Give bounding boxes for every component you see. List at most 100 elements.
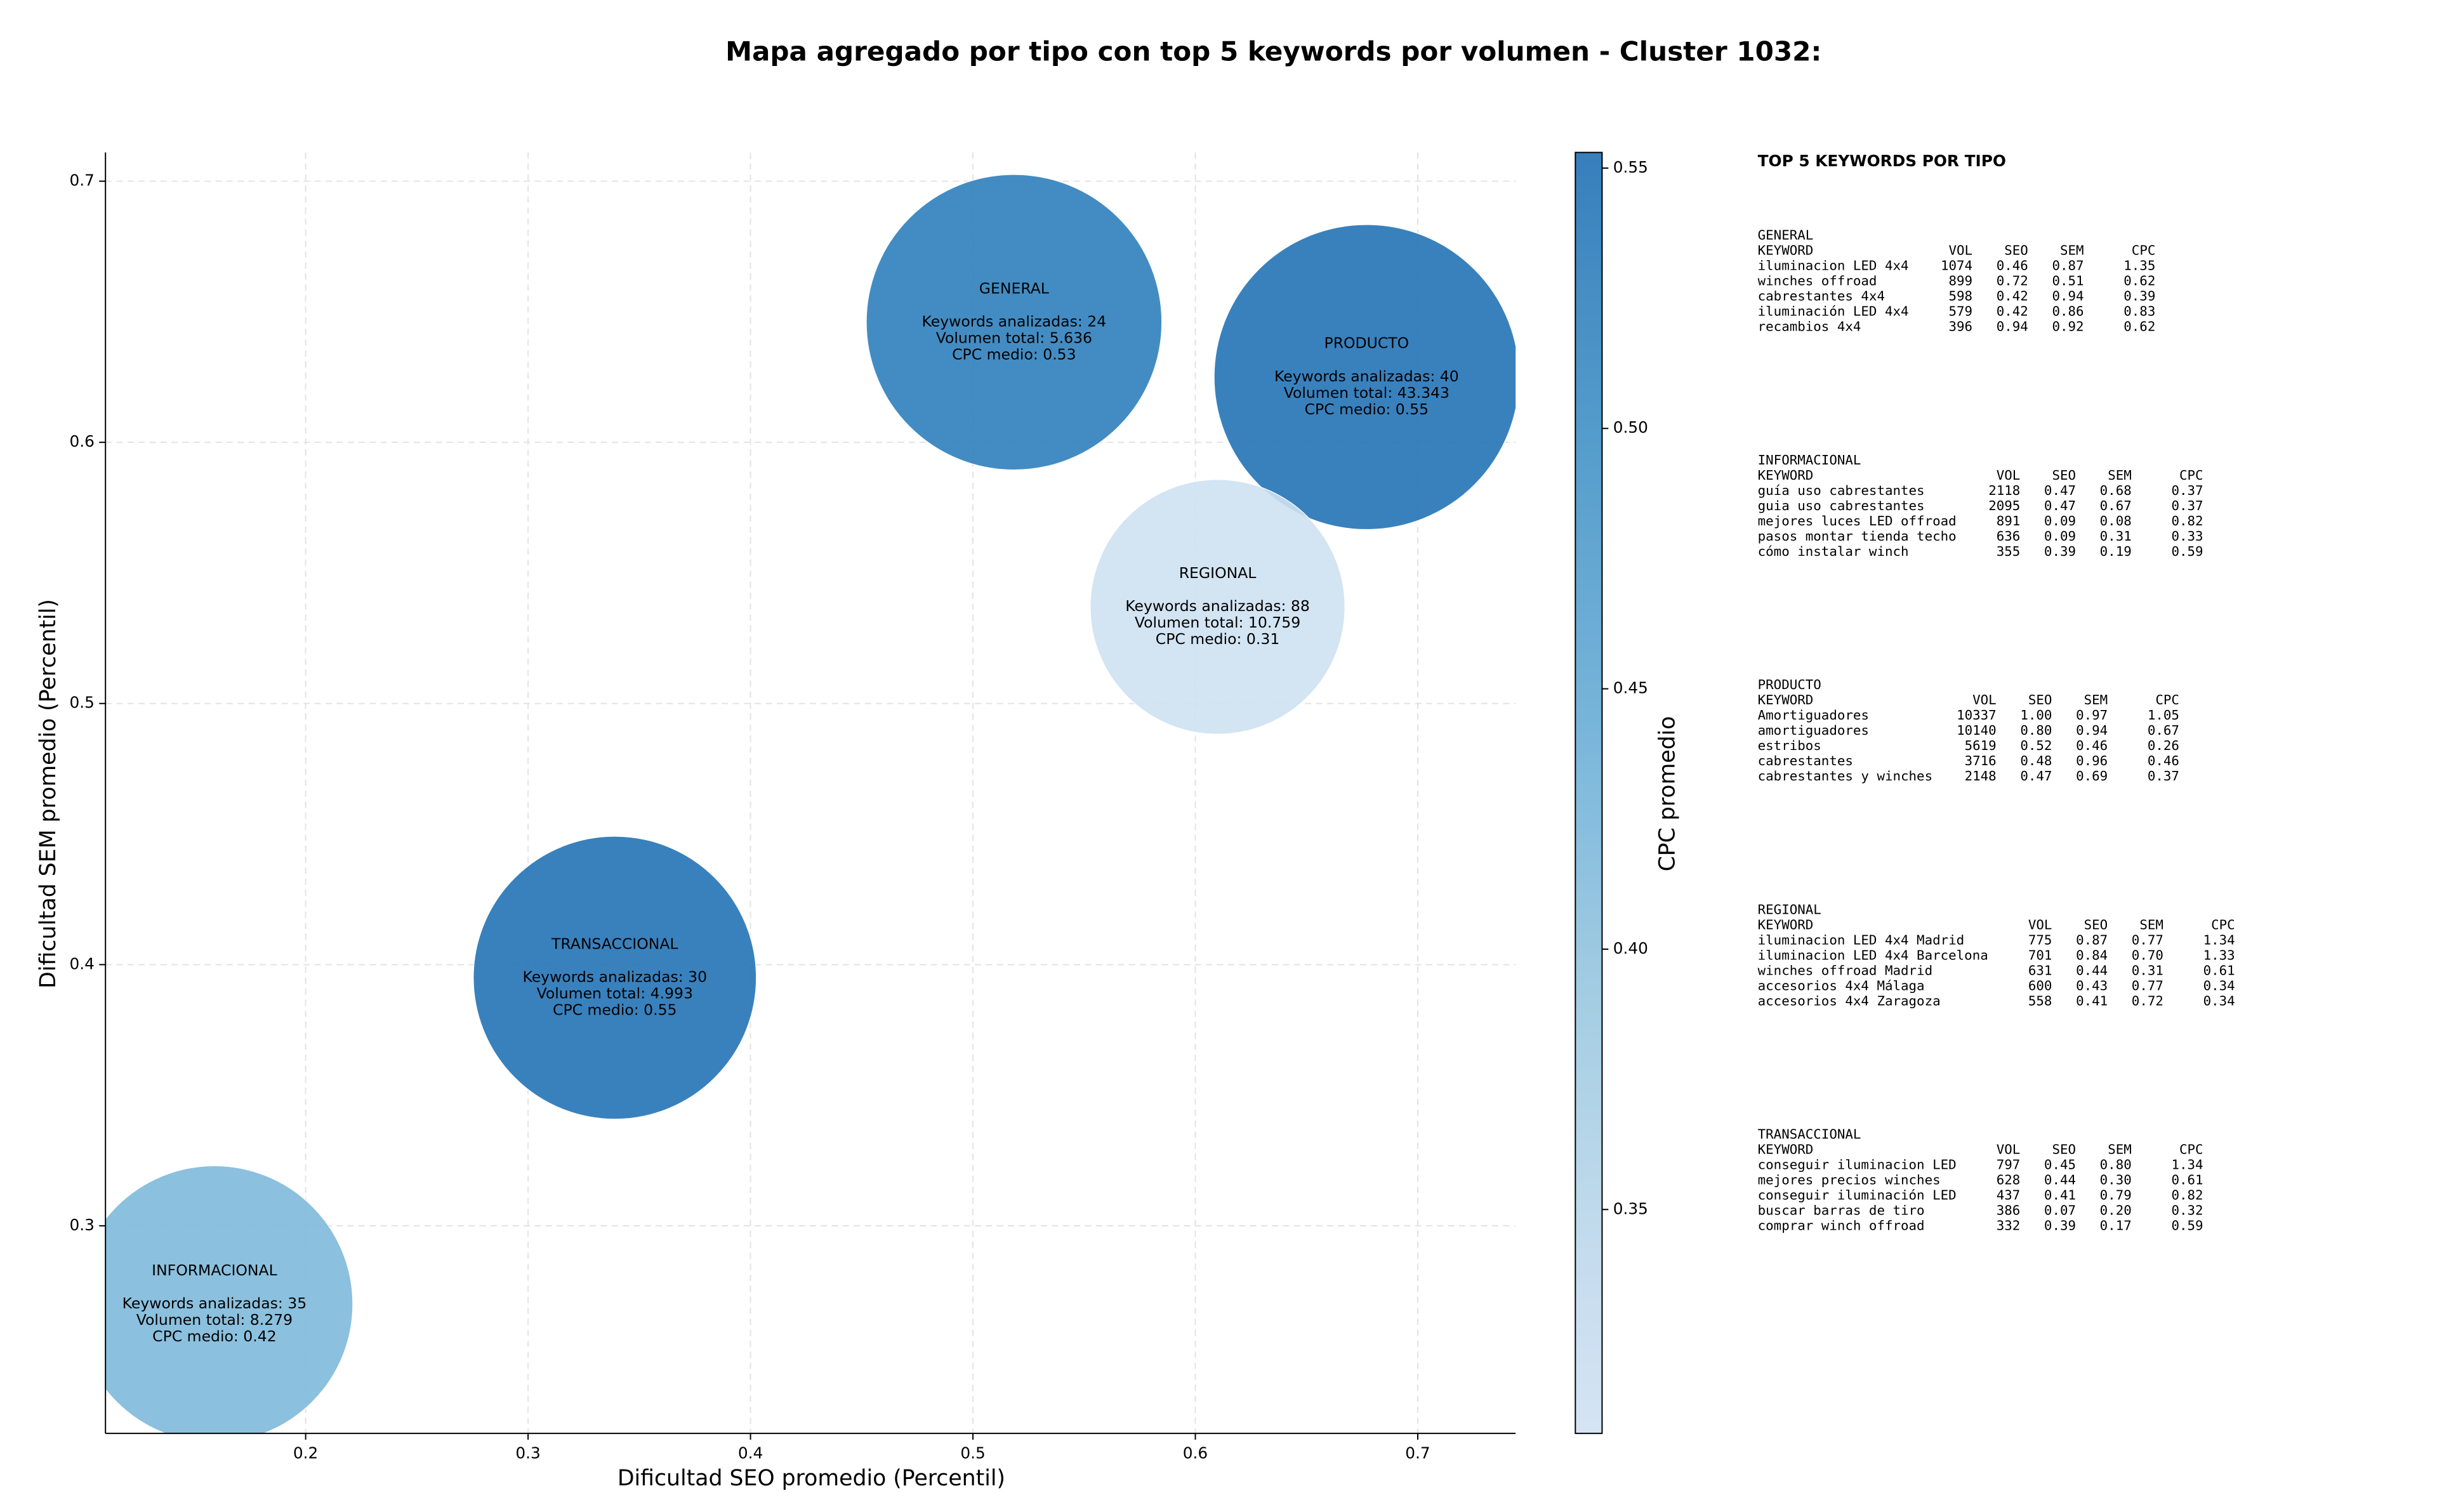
- panel-column-header: VOL: [1997, 1142, 2021, 1157]
- panel-cell: 579: [1949, 304, 1973, 319]
- bubble-label: REGIONAL: [1179, 564, 1257, 582]
- panel-column-header: KEYWORD: [1758, 1142, 1814, 1157]
- panel-cell: 0.94: [2052, 289, 2084, 304]
- panel-cell: 0.33: [2171, 529, 2203, 544]
- panel-cell: 0.96: [2076, 753, 2108, 768]
- panel-cell: 0.32: [2171, 1203, 2203, 1218]
- panel-cell: 0.46: [2148, 753, 2179, 768]
- x-tick-label: 0.5: [960, 1443, 985, 1462]
- panel-cell: 0.31: [2132, 963, 2163, 978]
- bubble-label: Keywords analizadas: 24: [922, 312, 1107, 330]
- panel-cell: 0.87: [2052, 258, 2084, 273]
- panel-cell: 775: [2028, 932, 2052, 947]
- panel-cell: 0.77: [2132, 978, 2163, 993]
- panel-cell: 0.67: [2148, 723, 2179, 738]
- panel-cell: 628: [1997, 1173, 2021, 1188]
- panel-cell: 3716: [1965, 753, 1997, 768]
- panel-cell: pasos montar tienda techo: [1758, 529, 1957, 544]
- chart-title: Mapa agregado por tipo con top 5 keyword…: [725, 36, 1821, 67]
- colorbar-tick-label: 0.55: [1613, 158, 1648, 176]
- panel-cell: 0.72: [2132, 993, 2163, 1008]
- panel-column-header: CPC: [2155, 692, 2179, 707]
- panel-cell: 0.82: [2171, 513, 2203, 529]
- panel-column-header: KEYWORD: [1758, 692, 1814, 707]
- y-tick-label: 0.4: [69, 954, 94, 973]
- panel-cell: 0.69: [2076, 768, 2108, 784]
- panel-cell: guia uso cabrestantes: [1758, 498, 1925, 513]
- panel-cell: 0.20: [2100, 1203, 2132, 1218]
- panel-cell: mejores luces LED offroad: [1758, 513, 1957, 529]
- panel-column-header: CPC: [2211, 917, 2235, 932]
- bubble: [473, 836, 757, 1120]
- y-axis-label: Dificultad SEM promedio (Percentil): [36, 599, 61, 989]
- panel-cell: winches offroad: [1758, 273, 1877, 289]
- panel-column-header: SEM: [2108, 1142, 2132, 1157]
- panel-cell: 0.80: [2020, 723, 2052, 738]
- panel-cell: 0.48: [2020, 753, 2052, 768]
- panel-cell: 0.62: [2123, 319, 2155, 334]
- colorbar: [1575, 152, 1603, 1435]
- panel-group-name: GENERAL: [1758, 228, 1814, 243]
- bubble-label: Volumen total: 5.636: [936, 329, 1092, 346]
- bubble-label: Volumen total: 8.279: [136, 1311, 293, 1329]
- panel-column-header: KEYWORD: [1758, 243, 1814, 258]
- panel-column-header: VOL: [2028, 917, 2052, 932]
- panel-column-header: SEM: [2084, 692, 2108, 707]
- panel-cell: 797: [1997, 1157, 2021, 1173]
- bubble: [1090, 479, 1345, 735]
- colorbar-tick-label: 0.45: [1613, 679, 1648, 697]
- panel-cell: 0.70: [2132, 947, 2163, 963]
- panel-cell: 0.61: [2203, 963, 2235, 978]
- panel-cell: iluminacion LED 4x4 Madrid: [1758, 932, 1965, 947]
- panel-cell: conseguir iluminacion LED: [1758, 1157, 1957, 1173]
- panel-cell: 0.46: [1997, 258, 2028, 273]
- panel-cell: accesorios 4x4 Málaga: [1758, 978, 1925, 993]
- panel-cell: 0.39: [2044, 544, 2076, 559]
- panel-column-header: KEYWORD: [1758, 468, 1814, 483]
- panel-cell: 0.31: [2100, 529, 2132, 544]
- panel-cell: 0.72: [1997, 273, 2028, 289]
- panel-cell: cómo instalar winch: [1758, 544, 1909, 559]
- bubble-label: CPC medio: 0.53: [952, 345, 1076, 363]
- panel-cell: 0.92: [2052, 319, 2084, 334]
- panel-cell: 0.45: [2044, 1157, 2076, 1173]
- panel-cell: 1.33: [2203, 947, 2235, 963]
- panel-cell: 600: [2028, 978, 2052, 993]
- panel-cell: 1.05: [2148, 707, 2179, 723]
- panel-cell: guía uso cabrestantes: [1758, 483, 1925, 498]
- panel-group-name: PRODUCTO: [1758, 677, 1821, 692]
- panel-cell: 10140: [1957, 723, 1997, 738]
- panel-cell: 598: [1949, 289, 1973, 304]
- panel-cell: 0.30: [2100, 1173, 2132, 1188]
- panel-cell: 5619: [1965, 738, 1997, 753]
- panel-cell: iluminacion LED 4x4 Barcelona: [1758, 947, 1988, 963]
- colorbar-label: CPC promedio: [1654, 716, 1680, 871]
- panel-column-header: CPC: [2132, 243, 2156, 258]
- panel-cell: mejores precios winches: [1758, 1173, 1941, 1188]
- bubble-label: Keywords analizadas: 35: [122, 1294, 307, 1312]
- bubble-label: CPC medio: 0.55: [553, 1001, 677, 1018]
- panel-cell: 0.09: [2044, 513, 2076, 529]
- panel-cell: 0.47: [2020, 768, 2052, 784]
- panel-cell: 1.00: [2020, 707, 2052, 723]
- bubble: [1213, 224, 1516, 530]
- panel-cell: iluminación LED 4x4: [1758, 304, 1909, 319]
- panel-cell: 899: [1949, 273, 1973, 289]
- x-tick-label: 0.4: [738, 1443, 763, 1462]
- panel-cell: 0.52: [2020, 738, 2052, 753]
- panel-cell: 1.34: [2203, 932, 2235, 947]
- bubble: [866, 174, 1163, 471]
- panel-cell: 396: [1949, 319, 1973, 334]
- y-tick-label: 0.5: [69, 694, 94, 712]
- bubble-label: CPC medio: 0.55: [1305, 400, 1429, 418]
- panel-column-header: SEM: [2139, 917, 2163, 932]
- panel-cell: buscar barras de tiro: [1758, 1203, 1925, 1218]
- panel-cell: 0.67: [2100, 498, 2132, 513]
- panel-cell: 2118: [1988, 483, 2020, 498]
- panel-cell: 631: [2028, 963, 2052, 978]
- panel-cell: 0.39: [2123, 289, 2155, 304]
- panel-cell: 1074: [1941, 258, 1972, 273]
- panel-cell: 332: [1997, 1218, 2021, 1233]
- panel-title: TOP 5 KEYWORDS POR TIPO: [1758, 152, 2006, 170]
